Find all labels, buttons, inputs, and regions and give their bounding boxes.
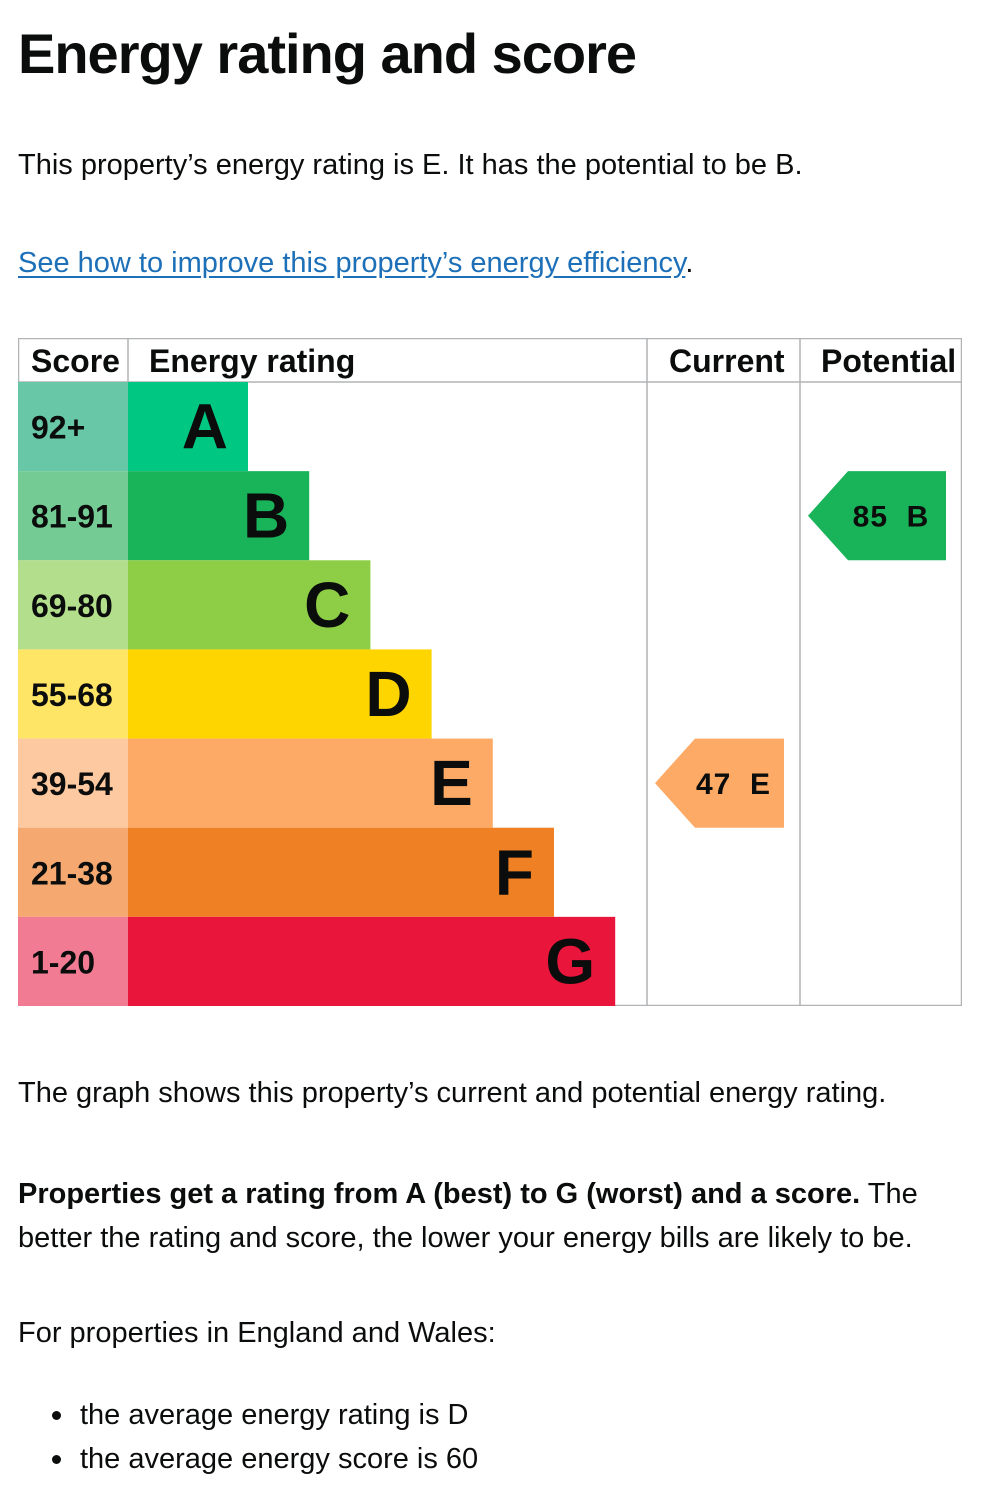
energy-rating-graph: Score Energy rating Current Potential 92+ A 81…: [18, 338, 962, 1006]
rating-letter-b: B: [243, 480, 289, 552]
score-range-e: 39-54: [31, 766, 113, 802]
rating-explanation: Properties get a rating from A (best) to…: [18, 1172, 968, 1260]
score-cell-b: [18, 471, 128, 561]
energy-rating-header: Energy rating: [149, 343, 355, 379]
score-cell-e: [18, 738, 128, 828]
rating-explanation-rest: The better the rating and score, the low…: [18, 1178, 918, 1254]
rating-letter-a: A: [182, 391, 228, 463]
rating-letter-d: D: [365, 658, 411, 730]
rating-letter-c: C: [304, 569, 350, 641]
current-header: Current: [669, 343, 785, 379]
rating-letter-e: E: [430, 747, 473, 819]
average-score-item: the average energy score is 60: [48, 1437, 478, 1481]
score-cell-d: [18, 649, 128, 739]
potential-rating-arrow: [808, 471, 946, 561]
rating-letter-g: G: [545, 925, 595, 997]
score-header: Score: [31, 343, 120, 379]
score-range-b: 81-91: [31, 499, 113, 535]
page-title: Energy rating and score: [18, 22, 637, 85]
rating-summary: This property’s energy rating is E. It h…: [18, 149, 803, 181]
score-range-a: 92+: [31, 410, 85, 446]
score-range-g: 1-20: [31, 944, 95, 980]
score-cell-c: [18, 560, 128, 650]
rating-bar-g: [128, 916, 616, 1006]
rating-bar-b: [128, 471, 310, 561]
region-note: For properties in England and Wales:: [18, 1317, 496, 1349]
averages-list: the average energy rating is D the avera…: [48, 1393, 478, 1481]
score-cell-g: [18, 916, 128, 1006]
score-cell-a: [18, 382, 128, 472]
chart-caption: The graph shows this property’s current …: [18, 1077, 887, 1109]
score-range-d: 55-68: [31, 677, 113, 713]
score-range-c: 69-80: [31, 588, 113, 624]
rating-bar-c: [128, 560, 371, 650]
rating-bar-e: [128, 738, 493, 828]
energy-rating-chart: Score Energy rating Current Potential 92+ A 81…: [18, 338, 962, 1006]
potential-header: Potential: [821, 343, 956, 379]
rating-bar-a: [128, 382, 248, 472]
average-rating-item: the average energy rating is D: [48, 1393, 478, 1437]
current-rating-arrow: [655, 738, 784, 828]
rating-letter-f: F: [495, 836, 534, 908]
improve-paragraph: See how to improve this property’s energ…: [18, 244, 693, 282]
score-range-f: 21-38: [31, 855, 113, 891]
rating-explanation-bold: Properties get a rating from A (best) to…: [18, 1178, 861, 1210]
improve-link-suffix: .: [685, 247, 694, 279]
current-rating-label: 47 E: [696, 768, 771, 801]
score-cell-f: [18, 827, 128, 917]
rating-bar-f: [128, 827, 554, 917]
potential-rating-label: 85 B: [853, 501, 930, 534]
improve-efficiency-link[interactable]: See how to improve this property’s energ…: [18, 247, 686, 279]
rating-bar-d: [128, 649, 432, 739]
